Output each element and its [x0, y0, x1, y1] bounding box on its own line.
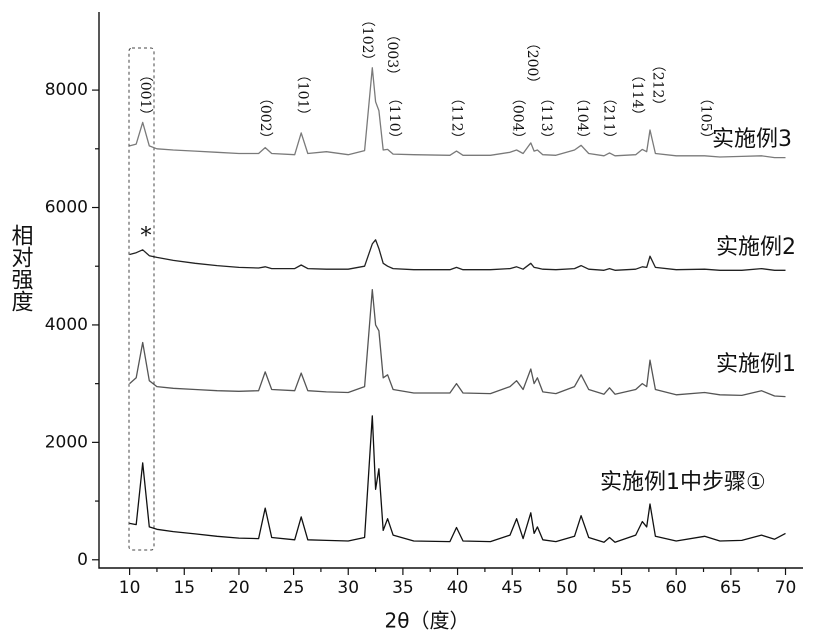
peak-annotation: （102） — [359, 13, 375, 68]
series-label: 实施例1 — [716, 352, 796, 377]
peak-annotation: （001） — [137, 68, 153, 123]
x-tick-label: 25 — [283, 578, 305, 598]
y-tick-label: 4000 — [45, 315, 88, 335]
x-tick-label: 35 — [392, 578, 414, 598]
series-line — [130, 290, 786, 397]
peak-annotation: （110） — [386, 91, 402, 146]
y-tick-label: 0 — [77, 550, 88, 570]
y-tick-label: 6000 — [45, 198, 88, 218]
x-tick-label: 65 — [720, 578, 742, 598]
peak-annotation: （104） — [574, 91, 590, 146]
x-tick-label: 10 — [119, 578, 141, 598]
peak-annotation: * — [141, 224, 152, 249]
y-tick-label: 8000 — [45, 80, 88, 100]
chart: 2θ（度） 相对强度 10 15 20 25 30 35 40 45 50 55 60 65 70 0 20… — [0, 0, 823, 644]
x-tick-label: 50 — [556, 578, 578, 598]
x-tick-label: 15 — [173, 578, 195, 598]
series-label: 实施例1中步骤① — [600, 470, 766, 495]
series-label: 实施例2 — [716, 235, 796, 260]
peak-annotation: （004） — [510, 91, 526, 146]
x-tick-label: 45 — [501, 578, 523, 598]
x-tick-label: 60 — [665, 578, 687, 598]
y-axis-label: 相对强度 — [8, 224, 34, 312]
peak-annotation: （002） — [257, 91, 273, 146]
x-tick-label: 40 — [447, 578, 469, 598]
peak-annotation: （101） — [294, 68, 310, 123]
x-tick-label: 30 — [337, 578, 359, 598]
peak-annotation: （212） — [650, 58, 666, 113]
peak-annotation: （003） — [384, 27, 400, 82]
y-tick-label: 2000 — [45, 432, 88, 452]
peak-annotation: （105） — [698, 91, 714, 146]
x-tick-label: 70 — [775, 578, 797, 598]
peak-annotation: （200） — [524, 36, 540, 91]
x-tick-label: 55 — [611, 578, 633, 598]
series-line — [130, 240, 786, 270]
series-label: 实施例3 — [712, 127, 792, 152]
peak-annotation: （112） — [448, 91, 464, 146]
x-axis-label: 2θ（度） — [385, 609, 470, 633]
peak-annotation: （211） — [600, 91, 616, 146]
peak-annotation: （114） — [629, 68, 645, 123]
x-tick-label: 20 — [228, 578, 250, 598]
peak-annotation: （113） — [538, 91, 554, 146]
